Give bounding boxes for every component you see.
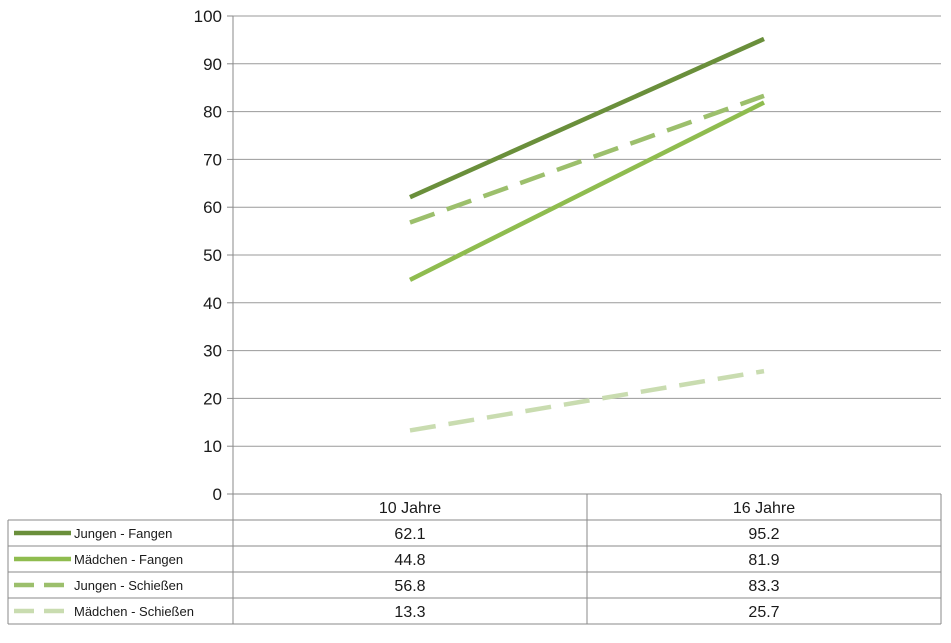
data-label: 81.9 [748, 552, 779, 569]
legend-label: Mädchen - Fangen [74, 552, 183, 567]
y-tick-label: 80 [203, 103, 222, 122]
legend-label: Jungen - Schießen [74, 578, 183, 593]
y-tick-label: 20 [203, 389, 222, 408]
data-table: 10 Jahre 16 Jahre Jungen - Fangen 62.1 95.2 M… [7, 493, 942, 625]
x-category-label: 16 Jahre [733, 500, 795, 517]
series-line [409, 93, 765, 225]
gridlines [233, 15, 941, 447]
series-line [409, 36, 765, 200]
y-tick-label: 40 [203, 294, 222, 313]
y-tick-label: 60 [203, 198, 222, 217]
y-tick-label: 0 [213, 485, 222, 504]
y-tick-label: 50 [203, 246, 222, 265]
legend-label: Jungen - Fangen [74, 526, 172, 541]
legend-label: Mädchen - Schießen [74, 604, 194, 619]
y-tick-label: 70 [203, 150, 222, 169]
data-label: 13.3 [394, 604, 425, 621]
data-label: 83.3 [748, 578, 779, 595]
data-label: 62.1 [394, 526, 425, 543]
data-label: 56.8 [394, 578, 425, 595]
y-tick-label: 30 [203, 342, 222, 361]
y-tick-label: 100 [194, 7, 222, 26]
series-line [408, 100, 766, 282]
series-lines [408, 36, 766, 433]
data-label: 25.7 [748, 604, 779, 621]
y-axis-ticks: 0 10 20 30 40 50 60 70 80 90 100 [194, 7, 233, 504]
x-category-label: 10 Jahre [379, 500, 441, 517]
series-line [409, 368, 765, 433]
y-tick-label: 10 [203, 437, 222, 456]
data-label: 95.2 [748, 526, 779, 543]
y-tick-label: 90 [203, 55, 222, 74]
data-label: 44.8 [394, 552, 425, 569]
